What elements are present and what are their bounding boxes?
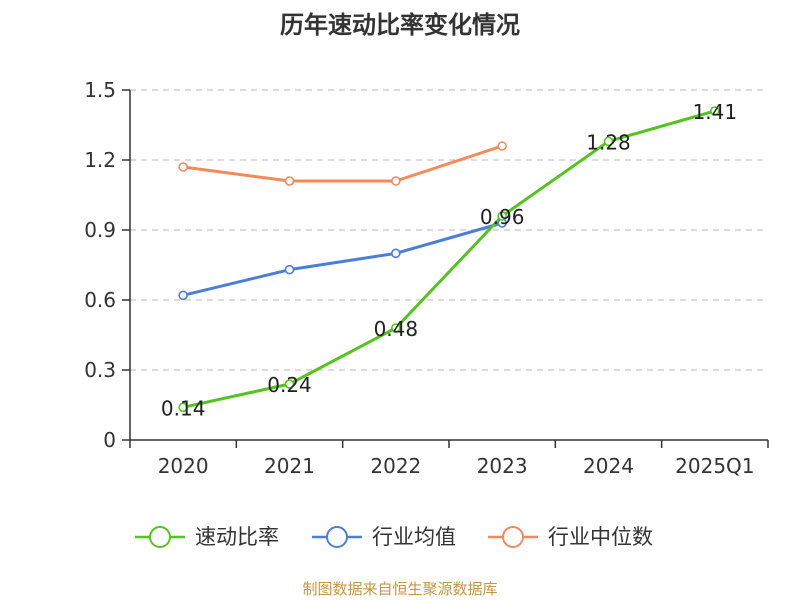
series-points [178, 106, 720, 413]
x-tick-label: 2020 [158, 454, 209, 478]
series-line-1 [182, 109, 716, 409]
legend-marker-icon [326, 526, 348, 548]
y-tick-label: 0.6 [84, 288, 116, 312]
data-point [391, 176, 401, 186]
legend-item[interactable]: 速动比率 [135, 525, 279, 549]
x-tick-label: 2021 [264, 454, 315, 478]
legend-label: 行业中位数 [548, 525, 653, 549]
data-point [284, 264, 295, 275]
data-point [284, 379, 295, 389]
x-tick-label: 2024 [583, 454, 634, 478]
data-point [497, 211, 507, 221]
data-label: 0.24 [267, 373, 312, 397]
data-point [178, 290, 188, 301]
data-point [603, 136, 614, 147]
data-point [391, 248, 401, 259]
legend-marker-icon [502, 526, 524, 548]
x-axis: 2020 2021 2022 2023 2024 2025Q1 [129, 439, 769, 478]
data-label: 1.28 [586, 130, 631, 154]
data-point [710, 106, 720, 116]
source-note: 制图数据来自恒生聚源数据库 [302, 580, 497, 598]
data-point [391, 323, 401, 333]
data-point [178, 162, 188, 172]
x-tick-label: 2023 [477, 454, 528, 478]
chart-title: 历年速动比率变化情况 [280, 11, 520, 39]
series-line-2 [182, 221, 503, 297]
y-axis: 0 0.3 0.6 0.9 1.2 1.5 [84, 78, 131, 452]
series-line-3 [182, 144, 503, 183]
y-tick-label: 1.2 [84, 148, 116, 172]
data-point [178, 402, 188, 413]
data-label: 1.41 [693, 100, 738, 124]
legend-marker-icon [149, 526, 171, 548]
data-point [284, 176, 295, 186]
data-point [497, 141, 507, 151]
y-tick-label: 0.9 [84, 218, 116, 242]
x-tick-label: 2022 [370, 454, 421, 478]
legend: 速动比率 行业均值 行业中位数 [135, 525, 653, 549]
data-label: 0.14 [161, 396, 206, 420]
data-label: 0.48 [374, 317, 419, 341]
data-label: 0.96 [480, 205, 525, 229]
y-tick-label: 0.3 [84, 358, 116, 382]
data-labels: 0.14 0.24 0.48 0.96 1.28 1.41 [161, 100, 737, 420]
y-tick-label: 0 [103, 428, 116, 452]
legend-label: 行业均值 [372, 525, 456, 549]
y-tick-label: 1.5 [84, 78, 116, 102]
gridlines [130, 89, 768, 371]
series-lines [182, 109, 716, 409]
x-tick-label: 2025Q1 [675, 454, 754, 478]
legend-item[interactable]: 行业中位数 [488, 525, 653, 549]
legend-item[interactable]: 行业均值 [312, 525, 456, 549]
legend-label: 速动比率 [195, 525, 279, 549]
